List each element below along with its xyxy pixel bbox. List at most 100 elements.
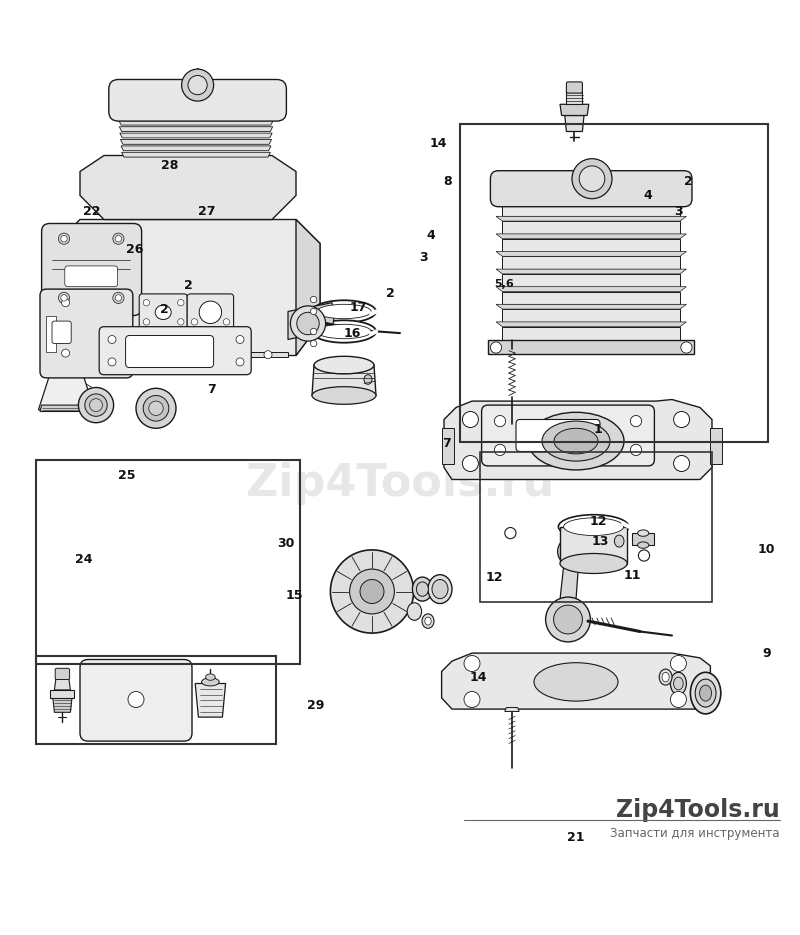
Text: 14: 14 <box>470 670 487 683</box>
Ellipse shape <box>432 580 448 598</box>
Circle shape <box>558 537 586 566</box>
Polygon shape <box>119 127 273 132</box>
Bar <box>480 452 712 602</box>
Ellipse shape <box>314 356 374 374</box>
Circle shape <box>113 233 124 244</box>
Circle shape <box>62 298 70 307</box>
Polygon shape <box>502 204 680 216</box>
Ellipse shape <box>312 387 376 404</box>
Polygon shape <box>88 352 288 357</box>
Circle shape <box>462 411 478 427</box>
Circle shape <box>104 351 112 359</box>
Ellipse shape <box>425 617 431 626</box>
Ellipse shape <box>670 672 686 695</box>
Polygon shape <box>288 303 334 339</box>
Circle shape <box>264 351 272 359</box>
FancyBboxPatch shape <box>187 294 234 331</box>
Circle shape <box>564 543 580 559</box>
Circle shape <box>670 692 686 708</box>
Circle shape <box>290 306 326 341</box>
Text: 4: 4 <box>426 229 434 242</box>
Polygon shape <box>442 654 710 709</box>
Text: 30: 30 <box>277 537 294 550</box>
Text: 5,6: 5,6 <box>494 279 514 289</box>
Text: 12: 12 <box>486 570 503 583</box>
FancyBboxPatch shape <box>65 266 118 287</box>
Ellipse shape <box>317 324 371 338</box>
Text: 25: 25 <box>118 469 135 482</box>
Circle shape <box>182 69 214 101</box>
Text: 7: 7 <box>207 382 215 396</box>
Circle shape <box>236 358 244 366</box>
Ellipse shape <box>155 305 171 320</box>
Circle shape <box>297 312 319 335</box>
Circle shape <box>223 319 230 325</box>
Polygon shape <box>502 326 680 339</box>
Polygon shape <box>64 336 70 338</box>
Polygon shape <box>505 708 519 712</box>
Ellipse shape <box>422 614 434 628</box>
Circle shape <box>149 401 163 415</box>
Circle shape <box>115 295 122 301</box>
Polygon shape <box>64 329 69 332</box>
Circle shape <box>115 236 122 242</box>
Polygon shape <box>496 234 686 238</box>
Circle shape <box>58 233 70 244</box>
Polygon shape <box>121 139 271 144</box>
Ellipse shape <box>563 518 624 536</box>
Polygon shape <box>496 252 686 256</box>
Ellipse shape <box>413 577 433 601</box>
Text: 11: 11 <box>623 569 641 582</box>
Text: 3: 3 <box>420 252 428 265</box>
Text: 3: 3 <box>674 205 682 218</box>
Polygon shape <box>120 133 272 137</box>
Polygon shape <box>565 116 584 132</box>
Polygon shape <box>560 555 579 599</box>
Text: 4: 4 <box>644 189 652 202</box>
Circle shape <box>674 455 690 471</box>
Circle shape <box>178 319 184 325</box>
FancyBboxPatch shape <box>482 405 654 466</box>
Polygon shape <box>496 216 686 221</box>
FancyBboxPatch shape <box>99 326 251 375</box>
Circle shape <box>143 319 150 325</box>
FancyBboxPatch shape <box>566 82 582 94</box>
Ellipse shape <box>690 672 721 714</box>
Ellipse shape <box>407 603 422 620</box>
Polygon shape <box>63 338 70 341</box>
Circle shape <box>310 340 317 347</box>
Polygon shape <box>61 354 72 362</box>
FancyBboxPatch shape <box>191 27 204 37</box>
Ellipse shape <box>659 669 672 685</box>
Polygon shape <box>496 322 686 326</box>
Ellipse shape <box>312 300 376 323</box>
Circle shape <box>464 692 480 708</box>
Text: 14: 14 <box>430 137 447 150</box>
Polygon shape <box>62 342 70 344</box>
Polygon shape <box>632 533 654 545</box>
Circle shape <box>78 387 114 423</box>
Circle shape <box>572 159 612 199</box>
Ellipse shape <box>699 685 712 701</box>
Polygon shape <box>38 362 94 410</box>
Polygon shape <box>46 315 56 352</box>
Circle shape <box>310 328 317 335</box>
Circle shape <box>188 76 207 94</box>
Circle shape <box>494 415 506 426</box>
Text: 16: 16 <box>343 326 361 339</box>
Text: 12: 12 <box>590 515 607 528</box>
Circle shape <box>61 295 67 301</box>
Text: 17: 17 <box>350 301 367 314</box>
Circle shape <box>58 293 70 304</box>
Polygon shape <box>64 332 69 335</box>
Text: 2: 2 <box>684 175 692 188</box>
Circle shape <box>350 569 394 614</box>
Polygon shape <box>442 427 454 464</box>
Ellipse shape <box>428 575 452 603</box>
Polygon shape <box>193 36 202 44</box>
Text: 2: 2 <box>184 279 192 292</box>
Bar <box>36 459 300 664</box>
FancyBboxPatch shape <box>52 321 71 343</box>
Polygon shape <box>80 155 296 220</box>
Polygon shape <box>496 304 686 309</box>
